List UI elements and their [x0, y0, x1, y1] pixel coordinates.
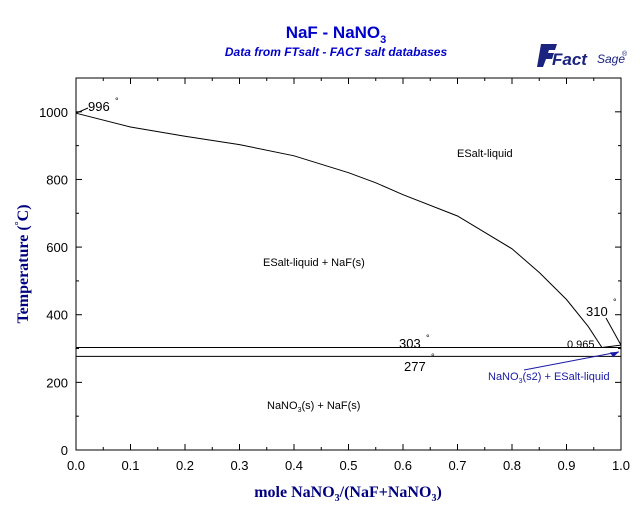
title-subscript: 3 — [380, 34, 386, 46]
x-tick-label: 0.3 — [230, 458, 248, 473]
x-tick-label: 0.7 — [448, 458, 466, 473]
factsage-logo-mark — [537, 44, 557, 67]
x-tick-label: 0.5 — [339, 458, 357, 473]
region-label-liquid: ESalt-liquid — [457, 148, 513, 160]
factsage-logo: Fact Sage ® — [537, 44, 628, 69]
x-tick-label: 0.0 — [67, 458, 85, 473]
y-tick-label: 400 — [46, 308, 68, 323]
annotation-310-degree: ° — [613, 297, 617, 307]
annotation-310: 310 — [586, 304, 608, 319]
y-tick-label: 600 — [46, 240, 68, 255]
title-main: NaF - NaNO — [286, 23, 380, 42]
y-tick-label: 800 — [46, 172, 68, 187]
annotations: 996 ° 303 ° 277 ° 310 ° 0.965 — [88, 96, 617, 374]
region-label-s2-liquid: NaNO3(s2) + ESalt-liquid — [488, 371, 610, 385]
chart-subtitle: Data from FTsalt - FACT salt databases — [225, 45, 448, 59]
logo-registered-mark: ® — [622, 50, 628, 58]
annotation-303: 303 — [399, 336, 421, 351]
phase-boundaries — [75, 107, 622, 371]
x-tick-label: 0.2 — [176, 458, 194, 473]
x-tick-label: 0.1 — [121, 458, 139, 473]
x-tick-label: 0.6 — [394, 458, 412, 473]
axis-ticks — [75, 78, 622, 451]
x-tick-label: 0.8 — [503, 458, 521, 473]
x-axis-label: mole NaNO3/(NaF+NaNO3) — [254, 484, 442, 504]
region-arrowhead — [610, 351, 619, 358]
y-tick-label: 1000 — [39, 105, 68, 120]
x-tick-label: 1.0 — [612, 458, 630, 473]
x-tick-label: 0.9 — [557, 458, 575, 473]
annotation-996-degree: ° — [115, 96, 119, 106]
axis-tick-labels: 0.0 0.1 0.2 0.3 0.4 0.5 0.6 0.7 0.8 0.9 1.0 0 200 400… — [39, 105, 630, 473]
leader-996 — [75, 107, 89, 114]
logo-word-sage: Sage — [597, 52, 625, 66]
region-label-solid: NaNO3(s) + NaF(s) — [267, 400, 360, 414]
logo-word-fact: Fact — [552, 50, 588, 69]
annotation-996: 996 — [88, 99, 110, 114]
y-axis-label: Temperature (°C) — [14, 204, 32, 323]
annotation-277: 277 — [404, 359, 426, 374]
region-label-liquid-naf: ESalt-liquid + NaF(s) — [263, 257, 365, 269]
chart-title: NaF - NaNO3 — [286, 23, 387, 46]
y-tick-label: 0 — [61, 443, 68, 458]
x-tick-label: 0.4 — [285, 458, 303, 473]
leader-310 — [605, 317, 622, 346]
annotation-303-degree: ° — [426, 333, 430, 343]
annotation-277-degree: ° — [431, 352, 435, 362]
liquidus-curve-naf — [75, 112, 603, 348]
region-arrow-line — [523, 351, 620, 371]
annotation-0965: 0.965 — [567, 339, 595, 351]
y-tick-label: 200 — [46, 375, 68, 390]
